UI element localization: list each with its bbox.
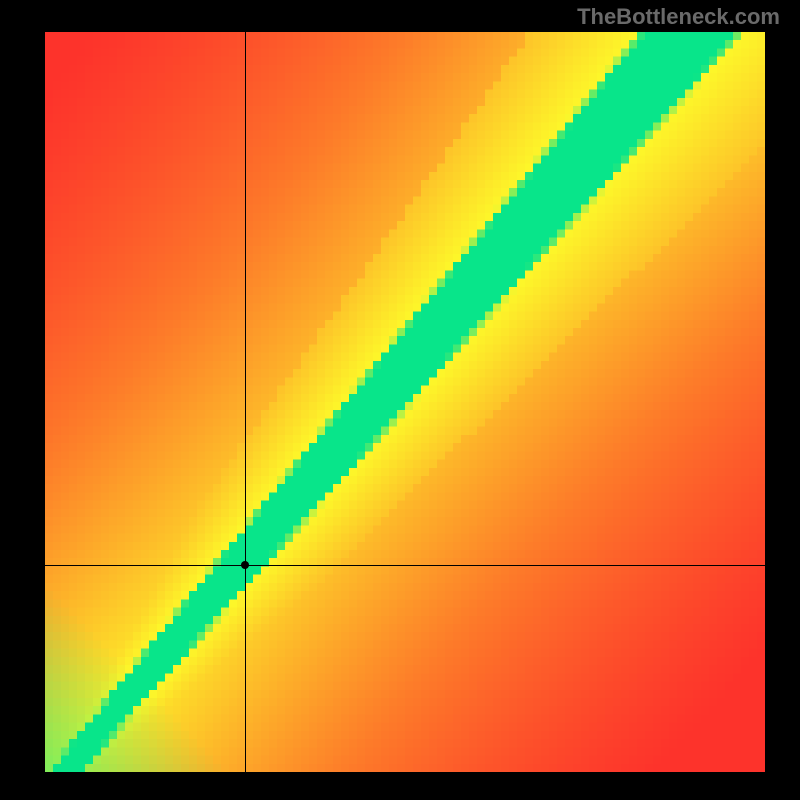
crosshair-horizontal [45, 565, 765, 566]
crosshair-vertical [245, 32, 246, 772]
intersection-marker [241, 561, 249, 569]
heatmap-canvas [45, 32, 765, 772]
bottleneck-heatmap [45, 32, 765, 772]
watermark-text: TheBottleneck.com [577, 4, 780, 30]
